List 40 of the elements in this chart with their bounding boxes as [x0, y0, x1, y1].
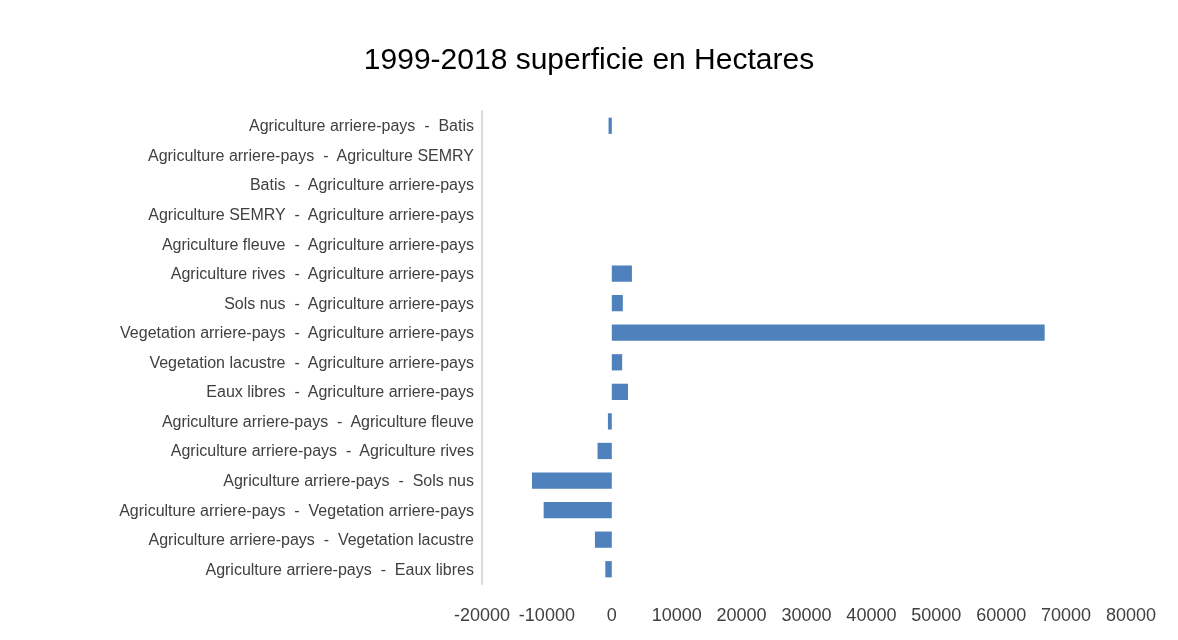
y-tick-label: Agriculture arriere-pays - Agriculture rives — [170, 442, 474, 460]
y-tick-label: Agriculture arriere-pays - Agriculture fleuve — [161, 412, 475, 430]
y-tick-label: Agriculture arriere-pays - Sols nus — [223, 472, 474, 490]
y-tick-label: Vegetation arriere-pays - Agriculture arriere-pays — [120, 324, 474, 342]
y-tick-label: Agriculture arriere-pays - Agriculture SEMRY — [147, 146, 475, 164]
y-tick-label: Agriculture fleuve - Agriculture arriere-pays — [161, 235, 474, 253]
x-tick-label: -20000 — [453, 605, 511, 625]
x-tick-label: -10000 — [518, 605, 575, 625]
y-tick-label: Agriculture arriere-pays - Vegetation arriere-pays — [119, 501, 474, 519]
x-tick-label: 20000 — [716, 605, 767, 625]
y-tick-label: Batis - Agriculture arriere-pays — [249, 176, 474, 194]
bar — [611, 295, 623, 312]
bar — [611, 265, 632, 282]
x-tick-label: 40000 — [846, 605, 897, 625]
x-tick-label: 70000 — [1041, 605, 1092, 625]
y-tick-label: Agriculture rives - Agriculture arriere-pays — [170, 265, 474, 283]
bar — [608, 117, 612, 134]
x-tick-label: 10000 — [651, 605, 702, 625]
y-tick-label: Vegetation lacustre - Agriculture arriere-pays — [149, 353, 474, 371]
bar — [597, 442, 612, 460]
bar — [594, 531, 612, 548]
y-tick-label: Agriculture arriere-pays - Eaux libres — [205, 560, 474, 578]
y-tick-label: Eaux libres - Agriculture arriere-pays — [206, 383, 474, 401]
bar — [531, 472, 612, 489]
y-tick-label: Agriculture SEMRY - Agriculture arriere-pays — [148, 205, 474, 223]
y-tick-label: Agriculture arriere-pays - Vegetation lacustre — [148, 531, 475, 549]
bar — [607, 413, 612, 430]
x-tick-label: 0 — [606, 605, 617, 625]
bar — [543, 501, 612, 519]
chart-title: 1999-2018 superficie en Hectares — [363, 41, 815, 75]
bar — [611, 354, 623, 371]
x-tick-label: 50000 — [911, 605, 962, 625]
x-tick-label: 30000 — [781, 605, 832, 625]
x-tick-label: 80000 — [1105, 605, 1157, 625]
y-tick-label: Sols nus - Agriculture arriere-pays — [224, 294, 474, 312]
bar — [611, 324, 1045, 341]
y-tick-label: Agriculture arriere-pays - Batis — [249, 117, 474, 135]
bar — [611, 383, 629, 400]
x-tick-label: 60000 — [976, 605, 1027, 625]
bar — [605, 561, 612, 578]
